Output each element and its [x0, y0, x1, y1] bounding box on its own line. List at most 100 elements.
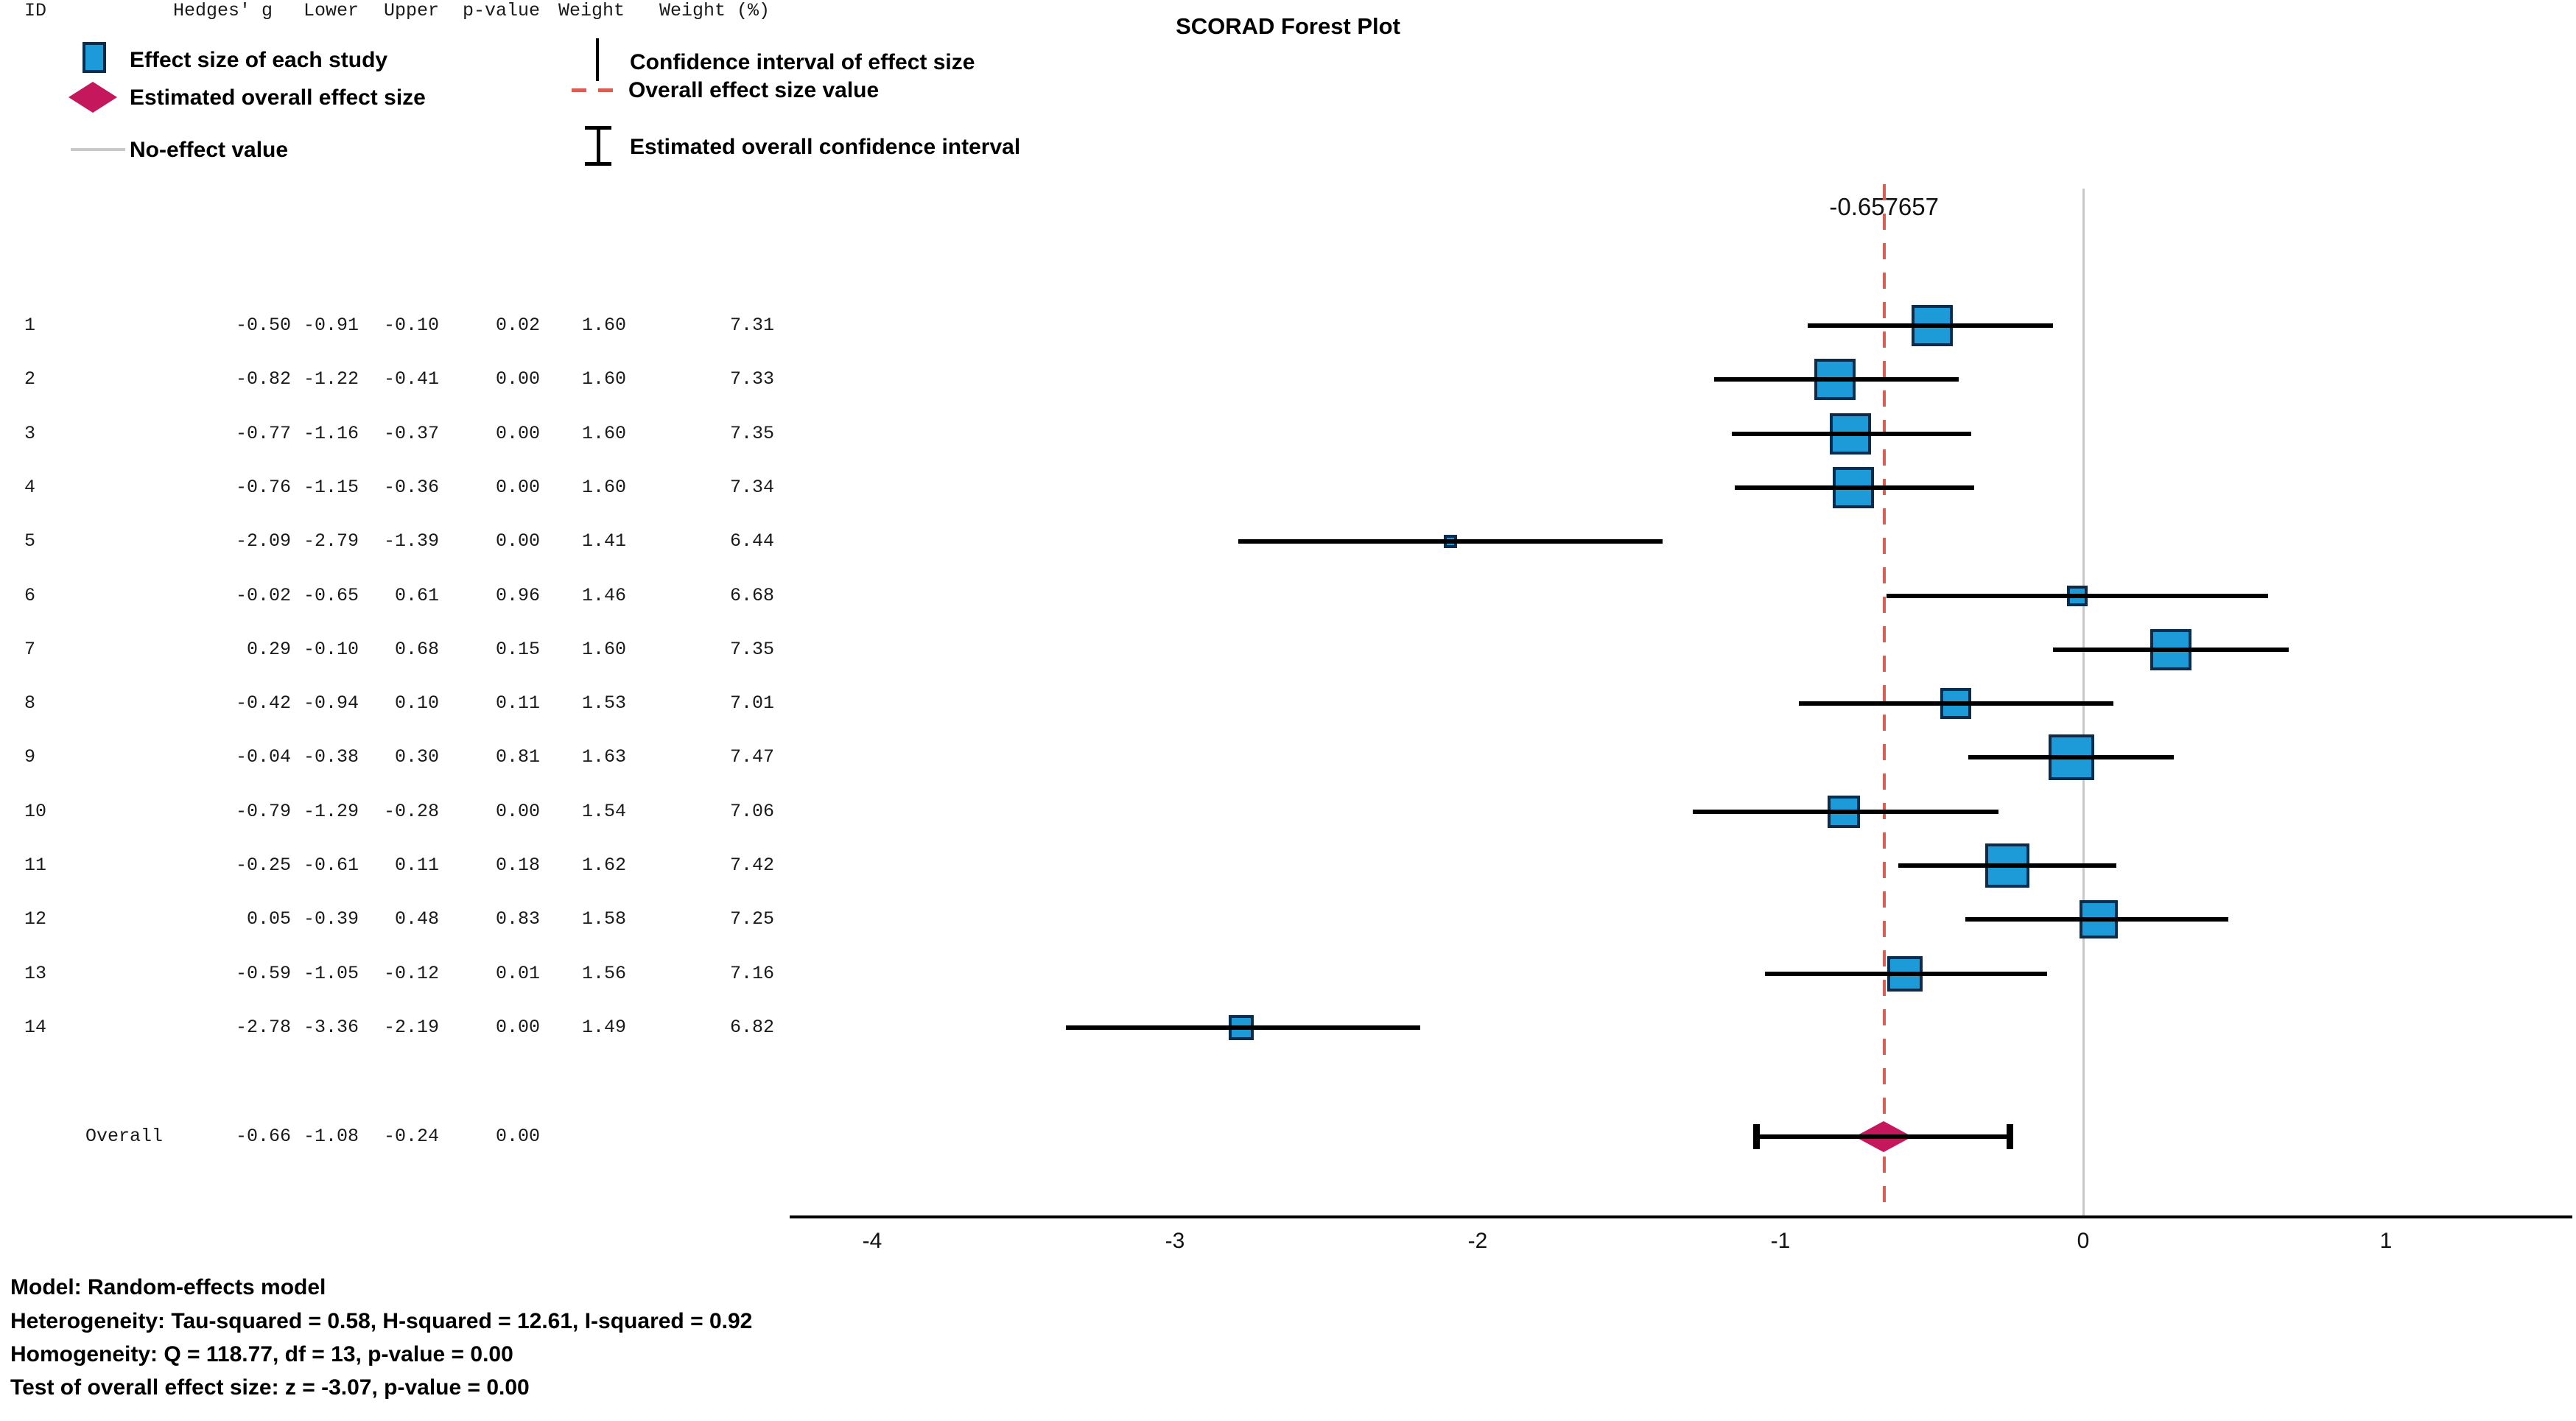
- cell-value: -0.42: [235, 692, 291, 715]
- overall-diamond-icon: [69, 82, 117, 113]
- cell-value: -0.82: [235, 368, 291, 390]
- cell-value: -1.15: [303, 476, 359, 498]
- row-id: 1: [24, 315, 36, 336]
- effect-size-square-icon: [83, 42, 106, 73]
- cell-value: -0.24: [383, 1126, 439, 1147]
- cell-value: 1.41: [581, 530, 626, 552]
- cell-value: 0.00: [495, 1126, 540, 1147]
- column-header: Lower: [303, 0, 359, 21]
- cell-value: -0.79: [235, 800, 291, 822]
- cell-value: 0.02: [495, 315, 540, 336]
- overall-effect-line: [1882, 184, 1886, 1215]
- overall-table-row: Overall -0.66 -1.08 -0.24 0.00: [0, 1126, 810, 1148]
- cell-value: -0.10: [383, 315, 439, 336]
- study-ci-whisker: [1713, 377, 1959, 382]
- cell-value: 7.16: [729, 962, 774, 984]
- table-row: 13 -0.59 -1.05 -0.12 0.01 1.56 7.16: [0, 963, 810, 985]
- footnote-homogeneity: Homogeneity: Q = 118.77, df = 13, p-valu…: [10, 1342, 513, 1366]
- table-row: 5 -2.09 -2.79 -1.39 0.00 1.41 6.44: [0, 530, 810, 552]
- row-id: 9: [24, 746, 36, 768]
- row-id: Overall: [85, 1126, 164, 1147]
- cell-value: 6.68: [729, 584, 774, 606]
- x-tick-label: -3: [1165, 1229, 1185, 1253]
- study-ci-whisker: [1798, 701, 2114, 706]
- x-tick-label: -2: [1467, 1229, 1488, 1253]
- cell-value: 0.00: [495, 800, 540, 822]
- row-id: 12: [24, 908, 47, 930]
- cell-value: 0.10: [394, 692, 439, 715]
- study-ci-whisker: [1965, 917, 2229, 922]
- cell-value: 7.33: [729, 368, 774, 390]
- x-tick-label: 1: [2379, 1229, 2393, 1253]
- cell-value: -2.79: [303, 530, 359, 552]
- study-ci-whisker: [2052, 647, 2289, 652]
- cell-value: 0.11: [394, 855, 439, 876]
- cell-value: 0.00: [495, 422, 540, 444]
- cell-value: 1.60: [581, 368, 626, 390]
- legend-label: No-effect value: [130, 138, 289, 162]
- cell-value: -2.78: [235, 1016, 291, 1038]
- cell-value: -0.61: [303, 855, 359, 876]
- footnote-overall-test: Test of overall effect size: z = -3.07, …: [10, 1375, 530, 1400]
- row-id: 8: [24, 692, 36, 715]
- cell-value: 1.46: [581, 584, 626, 606]
- cell-value: 0.00: [495, 368, 540, 390]
- cell-value: -1.08: [303, 1126, 359, 1147]
- no-effect-line-icon: [71, 148, 125, 151]
- cell-value: -1.16: [303, 422, 359, 444]
- cell-value: 0.00: [495, 530, 540, 552]
- cell-value: -3.36: [303, 1016, 359, 1038]
- table-row: 7 0.29 -0.10 0.68 0.15 1.60 7.35: [0, 639, 810, 661]
- table-row: 6 -0.02 -0.65 0.61 0.96 1.46 6.68: [0, 585, 810, 607]
- column-header: Weight: [558, 0, 625, 21]
- cell-value: 0.00: [495, 1016, 540, 1038]
- footnote-heterogeneity: Heterogeneity: Tau-squared = 0.58, H-squ…: [10, 1309, 753, 1333]
- cell-value: 1.60: [581, 422, 626, 444]
- cell-value: -0.02: [235, 584, 291, 606]
- study-ci-whisker: [1968, 755, 2175, 760]
- cell-value: 0.68: [394, 638, 439, 660]
- cell-value: 7.06: [729, 800, 774, 822]
- cell-value: 0.29: [246, 638, 291, 660]
- cell-value: -0.91: [303, 315, 359, 336]
- cell-value: -0.37: [383, 422, 439, 444]
- ci-line-icon: [596, 38, 599, 81]
- study-ci-whisker: [1735, 485, 1975, 490]
- cell-value: -0.76: [235, 476, 291, 498]
- cell-value: 0.18: [495, 855, 540, 876]
- cell-value: 0.61: [394, 584, 439, 606]
- table-row: 11 -0.25 -0.61 0.11 0.18 1.62 7.42: [0, 855, 810, 877]
- table-row: 12 0.05 -0.39 0.48 0.83 1.58 7.25: [0, 908, 810, 930]
- cell-value: 1.60: [581, 476, 626, 498]
- cell-value: -0.77: [235, 422, 291, 444]
- cell-value: -0.39: [303, 908, 359, 930]
- x-tick-label: -4: [862, 1229, 882, 1253]
- cell-value: 7.42: [729, 855, 774, 876]
- legend-label: Estimated overall effect size: [130, 85, 426, 110]
- table-row: 4 -0.76 -1.15 -0.36 0.00 1.60 7.34: [0, 477, 810, 499]
- table-row: 2 -0.82 -1.22 -0.41 0.00 1.60 7.33: [0, 368, 810, 390]
- cell-value: -0.28: [383, 800, 439, 822]
- study-ci-whisker: [1807, 323, 2053, 328]
- cell-value: 0.15: [495, 638, 540, 660]
- cell-value: -0.36: [383, 476, 439, 498]
- overall-ci-whisker: [1756, 1134, 2011, 1139]
- cell-value: -0.41: [383, 368, 439, 390]
- overall-ci-ibeam-icon: [585, 126, 611, 166]
- row-id: 4: [24, 476, 36, 498]
- row-id: 11: [24, 855, 47, 876]
- table-row: 1 -0.50 -0.91 -0.10 0.02 1.60 7.31: [0, 315, 810, 337]
- cell-value: 0.11: [495, 692, 540, 715]
- cell-value: 6.82: [729, 1016, 774, 1038]
- cell-value: 7.01: [729, 692, 774, 715]
- table-row: 3 -0.77 -1.16 -0.37 0.00 1.60 7.35: [0, 423, 810, 445]
- cell-value: -0.10: [303, 638, 359, 660]
- cell-value: 0.48: [394, 908, 439, 930]
- cell-value: 6.44: [729, 530, 774, 552]
- cell-value: -1.29: [303, 800, 359, 822]
- cell-value: 1.63: [581, 746, 626, 768]
- cell-value: 0.30: [394, 746, 439, 768]
- row-id: 13: [24, 962, 47, 984]
- chart-title: SCORAD Forest Plot: [1176, 13, 1400, 39]
